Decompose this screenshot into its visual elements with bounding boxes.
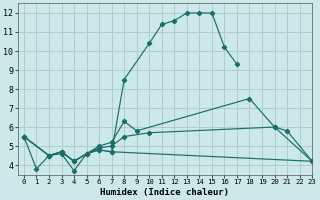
X-axis label: Humidex (Indice chaleur): Humidex (Indice chaleur) — [100, 188, 229, 197]
